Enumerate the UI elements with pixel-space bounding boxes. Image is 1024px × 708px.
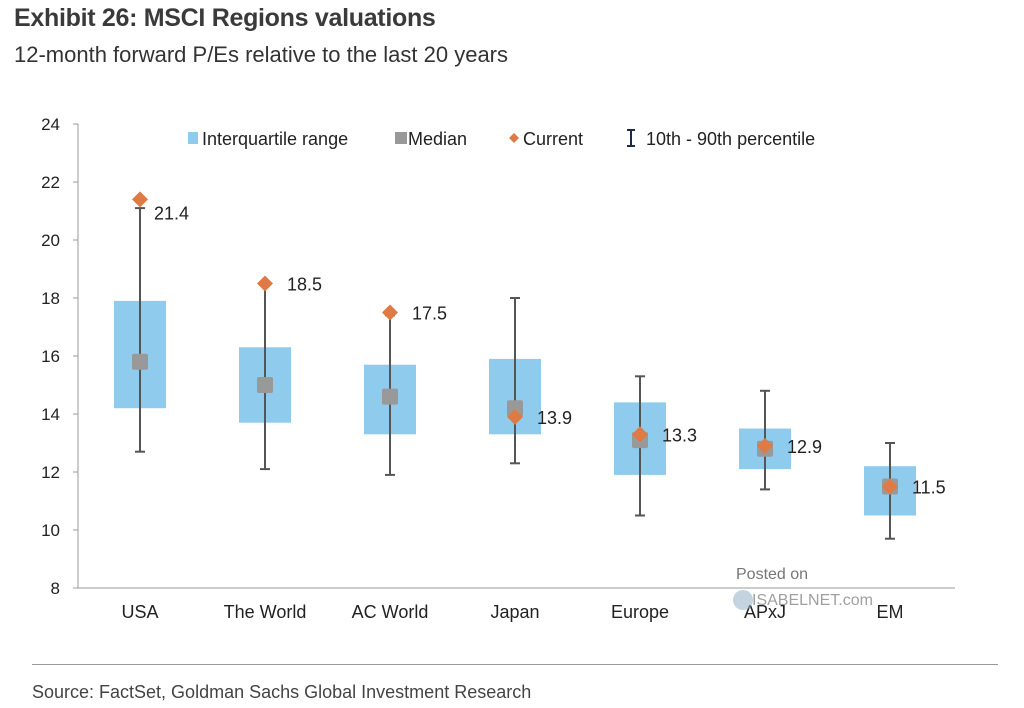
y-tick-label: 12 <box>41 463 60 482</box>
legend-iqr-swatch <box>188 132 198 144</box>
median-marker <box>382 388 398 405</box>
y-tick-label: 20 <box>41 231 60 250</box>
y-tick-label: 24 <box>41 115 60 134</box>
current-marker <box>632 426 648 443</box>
legend-iqr-label: Interquartile range <box>202 129 348 149</box>
current-marker <box>882 478 898 495</box>
current-label: 18.5 <box>287 275 322 295</box>
legend-median-swatch <box>395 132 407 144</box>
current-label: 17.5 <box>412 304 447 324</box>
legend-current-swatch <box>509 133 519 143</box>
x-tick-label: AC World <box>352 602 429 622</box>
current-label: 11.5 <box>912 478 946 498</box>
watermark-logo <box>733 590 753 610</box>
chart-subtitle: 12-month forward P/Es relative to the la… <box>14 42 509 67</box>
legend-percentile-label: 10th - 90th percentile <box>646 129 815 149</box>
source-note: Source: FactSet, Goldman Sachs Global In… <box>32 682 532 702</box>
current-marker <box>507 408 523 425</box>
current-label: 13.3 <box>662 425 697 445</box>
y-tick-label: 22 <box>41 173 60 192</box>
current-label: 21.4 <box>154 203 189 223</box>
chart-title: Exhibit 26: MSCI Regions valuations <box>14 4 436 32</box>
current-marker <box>382 304 398 321</box>
y-tick-label: 14 <box>41 405 60 424</box>
x-tick-label: Japan <box>490 602 539 622</box>
x-tick-label: USA <box>121 602 158 622</box>
median-marker <box>132 353 148 370</box>
current-marker <box>757 437 773 454</box>
current-marker <box>257 275 273 292</box>
watermark-text: Posted on <box>736 566 808 583</box>
legend-current-label: Current <box>523 129 583 149</box>
legend-percentile-icon <box>627 129 635 147</box>
current-marker <box>132 191 148 208</box>
y-tick-label: 10 <box>41 521 60 540</box>
y-tick-label: 18 <box>41 289 60 308</box>
watermark-site: ISABELNET.com <box>752 592 873 609</box>
x-tick-label: The World <box>224 602 307 622</box>
divider <box>32 664 998 665</box>
median-marker <box>507 400 523 417</box>
x-tick-label: APxJ <box>744 602 786 622</box>
x-tick-label: Europe <box>611 602 669 622</box>
y-tick-label: 8 <box>51 579 60 598</box>
x-tick-label: EM <box>877 602 904 622</box>
y-tick-label: 16 <box>41 347 60 366</box>
legend-median-label: Median <box>408 129 467 149</box>
median-marker <box>257 377 273 393</box>
current-label: 13.9 <box>537 408 572 428</box>
current-label: 12.9 <box>787 437 822 457</box>
